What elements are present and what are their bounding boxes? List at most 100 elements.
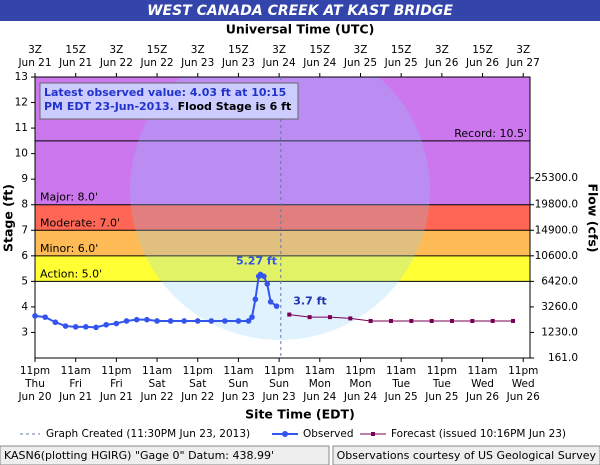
y2-tick-label: 14900.0	[535, 224, 578, 236]
x-tick-date: Jun 24	[343, 391, 377, 403]
observed-point	[52, 319, 59, 326]
x2-tick-date: Jun 24	[262, 57, 296, 69]
legend-forecast-dot	[371, 432, 375, 436]
x-tick-label: 11am	[468, 365, 498, 377]
y-axis-title: Stage (ft)	[1, 184, 16, 252]
top-axis-title: Universal Time (UTC)	[226, 22, 375, 37]
x-tick-date: Jun 23	[262, 391, 296, 403]
footer-right: Observations courtesy of US Geological S…	[337, 449, 597, 462]
flood-band	[35, 230, 530, 256]
x-tick-day: Sat	[189, 378, 206, 390]
observed-point	[222, 318, 228, 324]
observed-point	[235, 318, 242, 324]
y-tick-label: 5	[21, 275, 28, 287]
x2-tick-date: Jun 25	[384, 57, 418, 69]
x-tick-label: 11am	[386, 365, 416, 377]
y2-tick-label: 25300.0	[535, 172, 578, 184]
y-tick-label: 10	[15, 148, 28, 160]
flood-stage: Flood Stage is 6 ft	[177, 100, 292, 113]
y-tick-label: 13	[15, 71, 28, 83]
x2-tick-label: 3Z	[109, 44, 123, 56]
x-tick-label: 11am	[61, 365, 91, 377]
observed-point	[194, 318, 201, 324]
footer-box	[0, 445, 330, 465]
observed-point	[181, 318, 187, 324]
observed-point	[208, 318, 215, 324]
x-tick-label: 11pm	[508, 365, 538, 377]
footer-left: KASN6(plotting HGIRG) "Gage 0" Datum: 43…	[4, 449, 274, 462]
legend-label: Graph Created (11:30PM Jun 23, 2013)	[46, 428, 250, 440]
x2-tick-label: 15Z	[310, 44, 331, 56]
y-tick-label: 11	[15, 122, 28, 134]
series-line	[289, 314, 514, 322]
observed-point	[123, 318, 130, 324]
title-bar	[0, 0, 600, 21]
x2-tick-label: 3Z	[516, 44, 530, 56]
y2-tick-label: 1230.0	[541, 326, 578, 338]
x-tick-day: Sat	[148, 378, 165, 390]
forecast-point	[287, 312, 292, 317]
forecast-point	[429, 318, 434, 323]
x-tick-day: Mon	[349, 378, 371, 390]
x2-tick-date: Jun 27	[506, 57, 540, 69]
plot-frame	[34, 76, 531, 359]
x-tick-date: Jun 26	[506, 391, 540, 403]
x-tick-date: Jun 22	[140, 391, 174, 403]
observed-point	[103, 321, 109, 328]
record-label: Record: 10.5'	[454, 127, 527, 140]
x-tick-day: Sun	[228, 378, 248, 390]
x-tick-label: 11am	[305, 365, 335, 377]
observed-point	[93, 324, 99, 331]
x-tick-day: Tue	[432, 378, 451, 390]
point-label: 5.27 ft	[236, 254, 277, 267]
y2-tick-label: 10600.0	[535, 250, 578, 262]
point-label: 3.7 ft	[293, 295, 326, 308]
y2-tick-label: 161.0	[548, 352, 578, 364]
observed-point	[72, 324, 79, 330]
x-tick-label: 11pm	[345, 365, 375, 377]
observed-point	[245, 318, 252, 324]
footer-box	[332, 445, 600, 465]
x-tick-date: Jun 24	[302, 391, 336, 403]
legend-label: Observed	[303, 428, 354, 440]
x-tick-date: Jun 25	[424, 391, 458, 403]
x-tick-date: Jun 21	[99, 391, 133, 403]
x-tick-day: Tue	[391, 378, 410, 390]
x2-tick-label: 15Z	[228, 44, 249, 56]
flood-band	[35, 255, 530, 282]
flood-label: Major: 8.0'	[40, 191, 98, 204]
y-tick-label: 7	[21, 224, 28, 236]
observed-point	[154, 318, 160, 324]
y-tick-label: 4	[21, 301, 28, 313]
x-tick-label: 11pm	[427, 365, 457, 377]
x2-tick-label: 15Z	[147, 44, 168, 56]
y2-tick-label: 6420.0	[541, 275, 578, 287]
x-tick-label: 11pm	[20, 365, 50, 377]
x-tick-label: 11pm	[264, 365, 294, 377]
forecast-point	[327, 315, 332, 320]
observed-point	[83, 324, 89, 330]
x2-tick-date: Jun 22	[140, 57, 174, 69]
observed-point	[261, 273, 267, 280]
observed-point	[113, 320, 120, 327]
x2-tick-date: Jun 22	[99, 57, 133, 69]
observed-point	[267, 299, 274, 305]
observed-point	[273, 303, 280, 309]
x-tick-label: 11am	[223, 365, 253, 377]
flood-label: Minor: 6.0'	[40, 242, 98, 255]
annotation-text: Latest observed value: 4.03 ft at 10:15 …	[44, 86, 298, 114]
forecast-point	[490, 318, 495, 323]
x2-tick-date: Jun 21	[17, 57, 51, 69]
x-tick-date: Jun 25	[384, 391, 418, 403]
flood-band	[35, 204, 530, 231]
x2-tick-label: 3Z	[272, 44, 286, 56]
y-tick-label: 8	[21, 199, 28, 211]
forecast-point	[450, 318, 455, 323]
x2-tick-label: 15Z	[391, 44, 412, 56]
x2-tick-label: 3Z	[354, 44, 368, 56]
x-tick-day: Fri	[69, 378, 82, 390]
x2-tick-date: Jun 24	[302, 57, 336, 69]
observed-point	[167, 318, 174, 324]
y-tick-label: 6	[21, 250, 28, 262]
forecast-point	[470, 318, 475, 323]
